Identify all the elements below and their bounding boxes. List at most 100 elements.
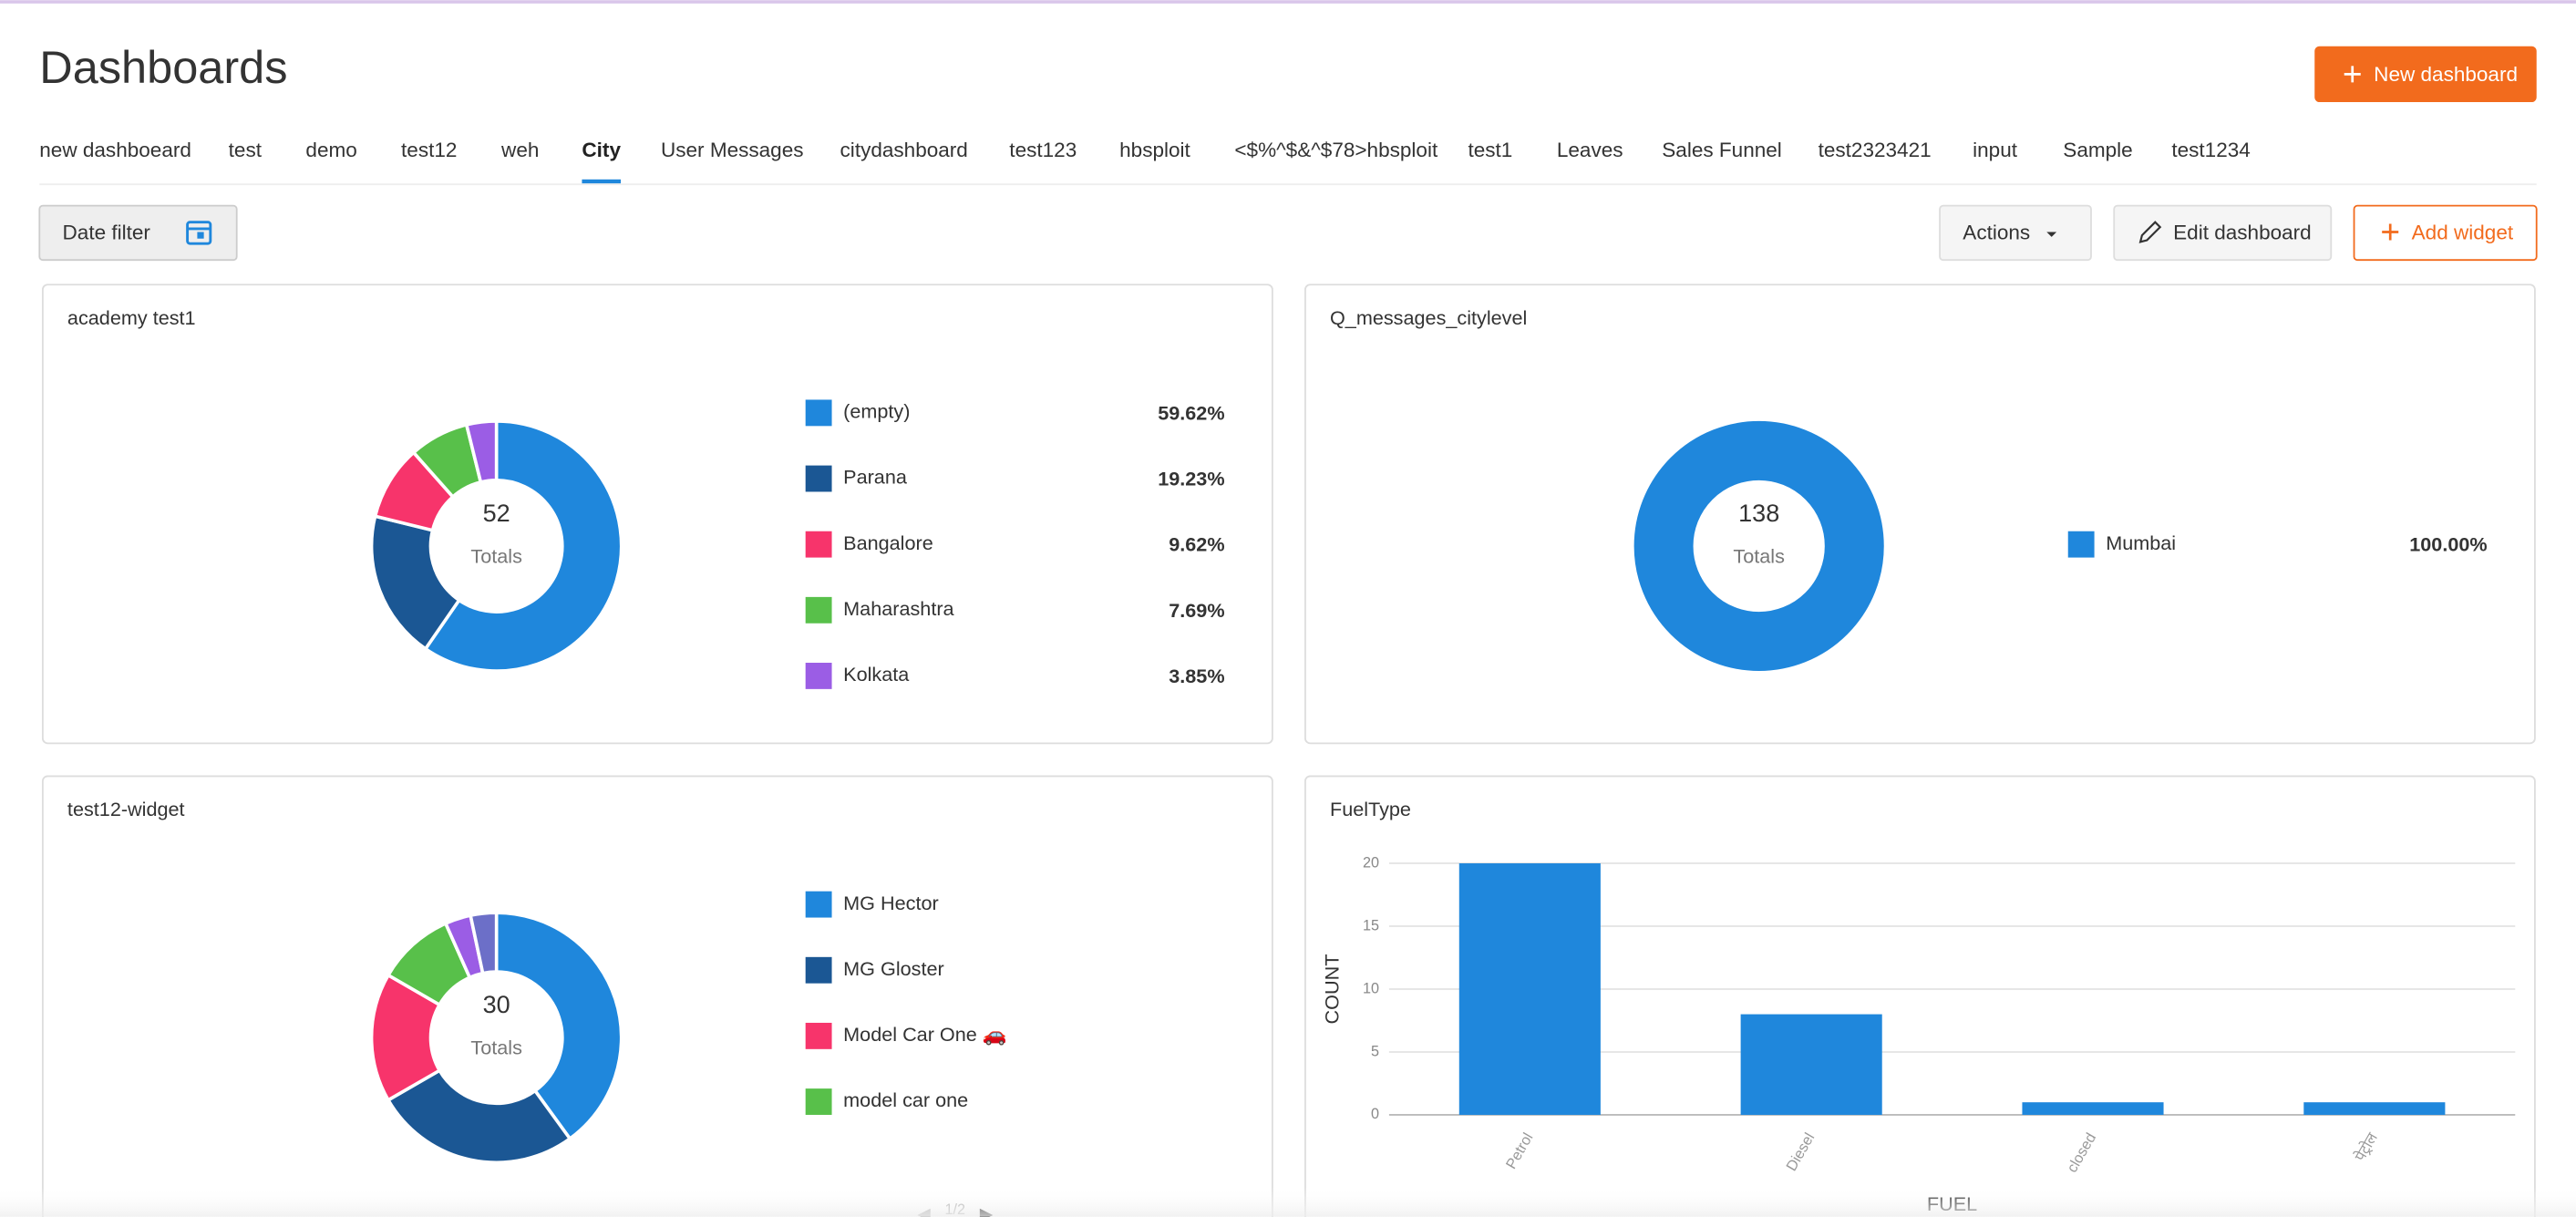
tab[interactable]: test1 <box>1468 139 1512 161</box>
tab[interactable]: citydashboard <box>840 139 968 161</box>
caret-icon <box>2046 232 2057 237</box>
tab[interactable]: test1234 <box>2171 139 2250 161</box>
card-title: Q_messages_citylevel <box>1330 306 1527 329</box>
legend-swatch <box>2067 531 2095 558</box>
legend-value: 100.00% <box>2409 533 2487 556</box>
bar <box>1458 863 1601 1115</box>
edit-dashboard-button[interactable]: Edit dashboard <box>2113 204 2333 262</box>
donut-segment <box>469 911 499 975</box>
date-filter-button[interactable]: Date filter <box>38 204 238 262</box>
legend-label: MG Hector <box>843 892 939 914</box>
legend-label: model car one <box>843 1088 968 1111</box>
y-tick-label: 15 <box>1363 917 1379 933</box>
card-bg <box>41 284 1273 745</box>
button-label: Edit dashboard <box>2173 221 2312 243</box>
y-tick-label: 20 <box>1363 854 1379 871</box>
button-bg <box>1939 204 2092 262</box>
calendar-icon-day <box>197 232 204 239</box>
button-label: Actions <box>1963 221 2030 243</box>
active-tab-indicator <box>582 179 621 184</box>
tab[interactable]: test123 <box>1009 139 1077 161</box>
card-bg <box>1304 284 2536 745</box>
donut-total: 52 <box>483 500 510 527</box>
donut-segment <box>464 419 499 485</box>
button-label: Date filter <box>63 221 151 243</box>
tab[interactable]: test2323421 <box>1819 139 1932 161</box>
tab[interactable]: Sales Funnel <box>1662 139 1782 161</box>
y-axis-label: COUNT <box>1320 954 1343 1025</box>
legend-swatch <box>805 663 832 689</box>
legend-swatch <box>805 1022 832 1049</box>
legend-swatch <box>805 956 832 984</box>
legend-value: 7.69% <box>1169 599 1224 622</box>
widget-card: Q_messages_citylevel 138 Totals Mumbai 100.0… <box>1304 284 2536 745</box>
tab[interactable]: input <box>1973 139 2018 161</box>
widget-card: test12-widget 30 Totals MG Hector MG Gloster… <box>41 775 1273 1217</box>
top-border <box>0 0 2576 4</box>
tab[interactable]: hbsploit <box>1119 139 1190 161</box>
legend-label: Parana <box>843 466 908 489</box>
tab[interactable]: test <box>229 139 263 161</box>
legend-value: 19.23% <box>1158 468 1224 490</box>
button-bg <box>38 204 238 262</box>
tab[interactable]: test12 <box>401 139 457 161</box>
widgets: academy test1 52 Totals (empty) 5 9.62% Parana… <box>41 284 2536 1217</box>
pencil-icon <box>2138 221 2162 243</box>
plus-icon <box>2382 223 2399 241</box>
donut-segment <box>386 1067 572 1165</box>
bottom-fade <box>0 1187 2576 1217</box>
card-title: test12-widget <box>67 798 185 820</box>
legend-label: Model Car One 🚗 <box>843 1023 1007 1046</box>
donut-total: 30 <box>483 991 510 1018</box>
donut-total-label: Totals <box>1733 544 1785 567</box>
tab[interactable]: Leaves <box>1557 139 1623 161</box>
bar <box>1740 1014 1882 1115</box>
tabs: new dashboeard test demo test12 weh City User … <box>39 139 2251 184</box>
button-bg <box>2113 204 2333 262</box>
donut-segment <box>1633 420 1884 672</box>
legend-label: Maharashtra <box>843 597 954 620</box>
legend-swatch <box>805 399 832 427</box>
tab[interactable]: Sample <box>2063 139 2132 161</box>
card-bg <box>1304 775 2536 1217</box>
legend-swatch <box>805 1088 832 1115</box>
add-widget-button[interactable]: Add widget <box>2353 204 2538 262</box>
tab[interactable]: User Messages <box>661 139 804 161</box>
bar <box>2022 1102 2164 1115</box>
y-tick-label: 10 <box>1363 980 1379 996</box>
legend-value: 9.62% <box>1169 533 1224 556</box>
page-title: Dashboards <box>39 41 287 93</box>
widget-card: academy test1 52 Totals (empty) 59.62% Parana… <box>41 284 1273 745</box>
y-tick-label: 5 <box>1371 1043 1379 1059</box>
card-title: FuelType <box>1330 798 1411 820</box>
button-bg <box>2353 204 2538 262</box>
donut-total-label: Totals <box>470 1037 522 1059</box>
button-label: New dashboard <box>2374 63 2518 86</box>
button-bg <box>2314 46 2537 103</box>
new-dashboard-button[interactable]: New dashboard <box>2314 46 2537 103</box>
actions-button[interactable]: Actions <box>1939 204 2092 262</box>
calendar-icon <box>186 221 212 245</box>
card-bg <box>41 775 1273 1217</box>
donut-total-label: Totals <box>470 544 522 567</box>
legend-label: Kolkata <box>843 663 910 686</box>
tab[interactable]: City <box>582 139 621 161</box>
legend-label: Mumbai <box>2106 531 2176 554</box>
legend-label: (empty) <box>843 400 910 423</box>
legend-label: MG Gloster <box>843 957 944 980</box>
tab[interactable]: <$%^$&^$78>hbsploit <box>1234 139 1438 161</box>
bar <box>2303 1102 2446 1115</box>
legend-swatch <box>805 531 832 558</box>
button-label: Add widget <box>2412 221 2514 243</box>
tab[interactable]: demo <box>305 139 356 161</box>
legend-label: Bangalore <box>843 531 933 554</box>
card-title: academy test1 <box>67 306 196 329</box>
tab[interactable]: weh <box>500 139 539 161</box>
donut-total: 138 <box>1738 500 1779 527</box>
tab[interactable]: new dashboeard <box>39 139 191 161</box>
donut-segment <box>423 419 623 673</box>
donut-segment <box>494 911 623 1141</box>
